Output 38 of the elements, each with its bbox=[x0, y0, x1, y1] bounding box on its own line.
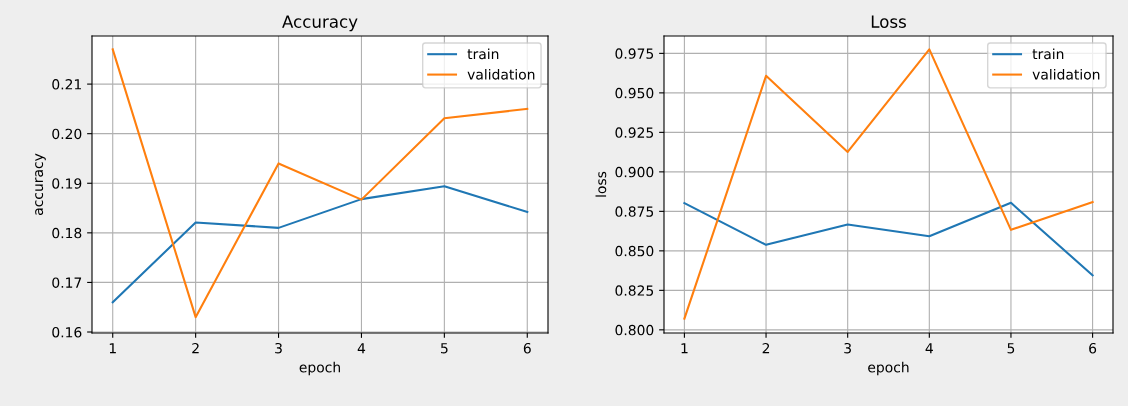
y-tick-label: 0.925 bbox=[615, 127, 654, 138]
x-tick-label: 3 bbox=[844, 342, 851, 354]
x-tick-label: 5 bbox=[1007, 343, 1015, 354]
x-axis-title: epoch bbox=[868, 361, 909, 376]
x-axis-title: epoch bbox=[299, 361, 340, 376]
y-tick-label: 0.20 bbox=[52, 128, 82, 140]
y-tick-label: 0.17 bbox=[52, 277, 82, 288]
y-tick-label: 0.950 bbox=[615, 87, 654, 99]
x-tick-label: 2 bbox=[192, 342, 199, 354]
y-tick-label: 0.900 bbox=[615, 166, 654, 178]
legend-label: train bbox=[467, 48, 499, 60]
y-axis-title: accuracy bbox=[35, 153, 46, 215]
y-tick-label: 0.850 bbox=[615, 245, 654, 257]
x-tick-label: 6 bbox=[1089, 342, 1097, 354]
y-tick-label: 0.975 bbox=[615, 48, 654, 59]
y-tick-label: 0.18 bbox=[52, 227, 82, 239]
x-tick-label: 1 bbox=[681, 343, 688, 354]
y-tick-label: 0.825 bbox=[615, 285, 654, 296]
x-tick-label: 4 bbox=[925, 343, 933, 354]
y-axis-title: loss bbox=[595, 171, 607, 197]
y-tick-label: 0.800 bbox=[615, 324, 654, 336]
x-tick-label: 5 bbox=[441, 343, 448, 354]
x-tick-label: 1 bbox=[109, 343, 116, 354]
legend-label: train bbox=[1032, 48, 1064, 60]
line-series bbox=[683, 201, 1094, 277]
x-tick-label: 4 bbox=[357, 343, 366, 354]
x-tick-label: 2 bbox=[762, 342, 770, 354]
chart-title: Loss bbox=[871, 15, 906, 28]
y-tick-label: 0.875 bbox=[615, 206, 654, 217]
y-tick-label: 0.16 bbox=[52, 326, 82, 338]
x-tick-label: 6 bbox=[523, 342, 531, 354]
legend-label: validation bbox=[467, 68, 535, 80]
y-tick-label: 0.21 bbox=[52, 79, 81, 90]
y-tick-label: 0.19 bbox=[52, 178, 82, 189]
line-series bbox=[111, 185, 529, 304]
chart-title: Accuracy bbox=[282, 15, 358, 32]
legend-label: validation bbox=[1032, 68, 1100, 80]
x-tick-label: 3 bbox=[275, 342, 282, 354]
